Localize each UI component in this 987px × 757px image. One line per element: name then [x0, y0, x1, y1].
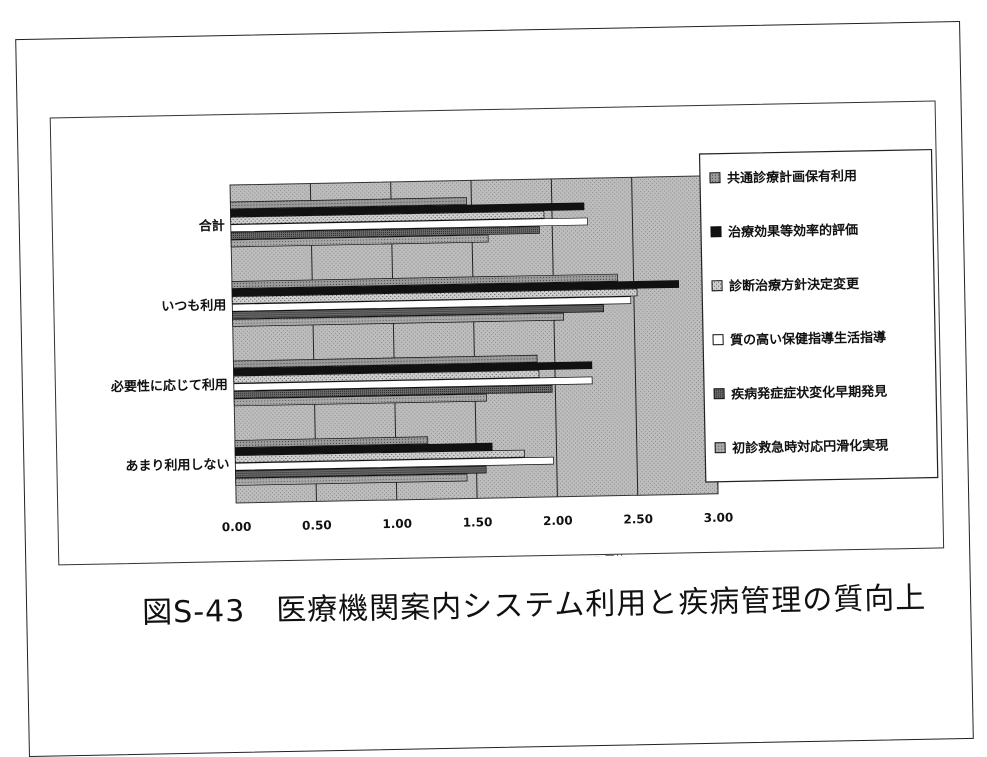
legend-label: 共通診療計画保有利用 — [727, 168, 857, 186]
bar — [230, 234, 489, 248]
category-label: あまり利用しない — [125, 456, 229, 474]
x-tick-label: 0.00 — [222, 520, 252, 535]
legend-label: 治療効果等効率的評価 — [728, 222, 858, 240]
bar — [233, 354, 538, 369]
bar — [233, 376, 593, 392]
category-label: いつも利用 — [161, 297, 226, 314]
legend-swatch — [713, 388, 725, 400]
bar — [231, 280, 680, 297]
bar — [230, 226, 540, 240]
bar — [235, 456, 554, 471]
gridline — [550, 178, 558, 497]
x-axis-label: スコア平均 — [571, 554, 626, 567]
legend-swatch — [710, 226, 722, 238]
legend-swatch — [714, 442, 726, 454]
x-tick-label: 0.50 — [302, 518, 332, 533]
figure-caption: 図S-43 医療機関案内システム利用と疾病管理の質向上 — [141, 580, 927, 631]
bars — [230, 197, 680, 486]
bar — [231, 288, 638, 305]
x-tick-label: 2.00 — [543, 514, 573, 529]
bar — [230, 210, 545, 225]
bar — [232, 312, 565, 327]
x-tick-label: 1.00 — [382, 517, 412, 532]
bar — [231, 273, 618, 289]
legend-swatch — [711, 280, 723, 292]
bar — [232, 304, 605, 320]
legend-label: 質の高い保健指導生活指導 — [730, 329, 886, 348]
legend: 共通診療計画保有利用治療効果等効率的評価診断治療方針決定変更質の高い保健指導生活… — [698, 148, 939, 483]
bar — [233, 369, 540, 384]
bar — [235, 465, 487, 479]
document-frame: 合計いつも利用必要性に応じて利用あまり利用しない 0.00 0.50 1.00 1.5… — [15, 20, 974, 757]
bar — [235, 473, 468, 486]
legend-label: 診断治療方針決定変更 — [729, 276, 860, 295]
legend-swatch — [712, 334, 724, 346]
bar — [230, 197, 467, 210]
bar — [230, 202, 585, 217]
bar — [233, 393, 487, 407]
legend-label: 疾病発症症状変化早期発見 — [731, 383, 887, 402]
bar — [234, 436, 429, 448]
bar — [234, 449, 525, 463]
category-label: 必要性に応じて利用 — [110, 377, 228, 395]
bar — [231, 296, 632, 312]
bar — [233, 361, 593, 376]
legend-label: 初診救急時対応円滑化実現 — [732, 437, 888, 456]
x-tick-label: 1.50 — [463, 515, 493, 530]
bar — [230, 217, 588, 233]
category-label: 合計 — [199, 218, 225, 234]
gridline — [631, 177, 639, 496]
legend-box — [698, 148, 939, 483]
x-tick-label: 2.50 — [623, 512, 653, 527]
chart-panel: 合計いつも利用必要性に応じて利用あまり利用しない 0.00 0.50 1.00 1.5… — [49, 100, 945, 567]
bar — [233, 384, 553, 399]
legend-swatch — [709, 172, 721, 184]
bar — [234, 442, 493, 456]
x-tick-label: 3.00 — [704, 510, 734, 525]
x-tick-labels: 0.00 0.50 1.00 1.50 2.00 2.50 3.00 — [222, 510, 734, 534]
